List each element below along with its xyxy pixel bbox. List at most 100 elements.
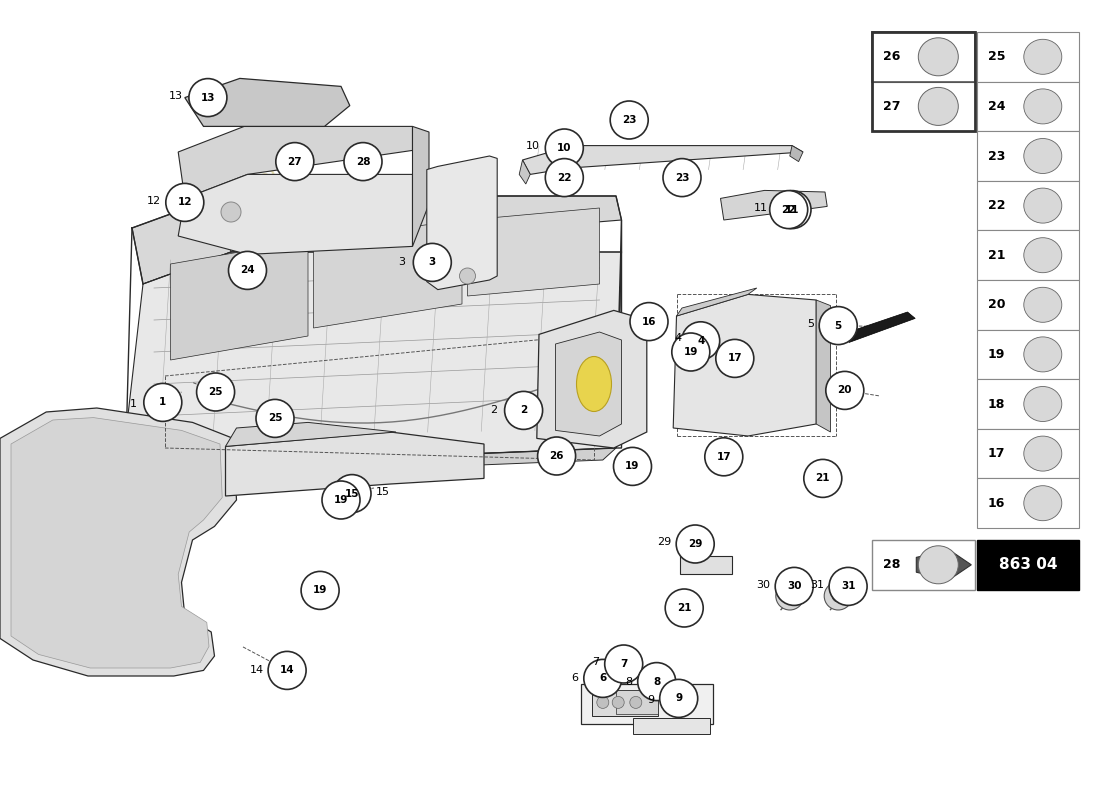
Polygon shape <box>581 684 713 724</box>
Text: 2: 2 <box>520 406 527 415</box>
Circle shape <box>584 659 621 698</box>
Circle shape <box>197 373 234 411</box>
Circle shape <box>776 582 804 610</box>
Text: 24: 24 <box>240 266 255 275</box>
Text: 17: 17 <box>727 354 742 363</box>
Text: 25: 25 <box>208 387 223 397</box>
Circle shape <box>804 459 842 498</box>
Text: 3: 3 <box>429 258 436 267</box>
Polygon shape <box>632 718 710 734</box>
Circle shape <box>301 571 339 610</box>
Ellipse shape <box>1024 138 1062 174</box>
Polygon shape <box>468 208 600 296</box>
Circle shape <box>538 437 575 475</box>
Circle shape <box>705 438 742 476</box>
Ellipse shape <box>1024 287 1062 322</box>
Polygon shape <box>977 330 1079 379</box>
Circle shape <box>344 142 382 181</box>
Ellipse shape <box>576 357 612 411</box>
Text: 11: 11 <box>784 205 800 214</box>
Polygon shape <box>916 550 971 580</box>
Polygon shape <box>977 429 1079 478</box>
Text: 6: 6 <box>600 674 606 683</box>
Ellipse shape <box>918 546 958 584</box>
Circle shape <box>663 158 701 197</box>
Circle shape <box>414 243 451 282</box>
Polygon shape <box>977 478 1079 528</box>
Polygon shape <box>556 332 622 436</box>
Text: 21: 21 <box>988 249 1005 262</box>
Polygon shape <box>816 300 831 432</box>
Circle shape <box>716 339 754 378</box>
Ellipse shape <box>1024 39 1062 74</box>
Polygon shape <box>977 230 1079 280</box>
Circle shape <box>229 251 266 290</box>
Polygon shape <box>185 78 350 126</box>
Ellipse shape <box>1024 486 1062 521</box>
Circle shape <box>770 190 807 229</box>
Text: 31: 31 <box>840 582 856 591</box>
Circle shape <box>221 202 241 222</box>
Polygon shape <box>673 294 816 436</box>
Text: 17: 17 <box>988 447 1005 460</box>
Circle shape <box>824 582 852 610</box>
Circle shape <box>676 525 714 563</box>
Polygon shape <box>616 220 622 448</box>
Text: 9: 9 <box>648 695 654 705</box>
Text: 24: 24 <box>988 100 1005 113</box>
Text: 30: 30 <box>756 580 770 590</box>
Circle shape <box>189 78 227 117</box>
Polygon shape <box>872 82 975 131</box>
Polygon shape <box>519 160 530 184</box>
Ellipse shape <box>1024 238 1062 273</box>
Text: 23: 23 <box>621 115 637 125</box>
Text: 26: 26 <box>549 451 564 461</box>
Polygon shape <box>842 312 915 342</box>
Text: 3: 3 <box>398 258 405 267</box>
Text: 7: 7 <box>620 659 627 669</box>
Circle shape <box>829 567 867 606</box>
Circle shape <box>672 333 710 371</box>
Text: 15: 15 <box>344 489 360 498</box>
Text: 11: 11 <box>754 203 768 213</box>
Polygon shape <box>226 422 396 446</box>
Circle shape <box>638 662 675 701</box>
Circle shape <box>333 474 371 513</box>
Polygon shape <box>178 126 412 198</box>
Text: 10: 10 <box>557 143 572 153</box>
Polygon shape <box>872 32 975 82</box>
Polygon shape <box>116 428 616 476</box>
Text: 20: 20 <box>988 298 1005 311</box>
Text: 21: 21 <box>676 603 692 613</box>
Polygon shape <box>790 146 803 162</box>
Polygon shape <box>0 408 236 676</box>
Circle shape <box>597 696 608 709</box>
Circle shape <box>613 696 624 709</box>
Circle shape <box>144 383 182 422</box>
Text: 26: 26 <box>883 50 901 63</box>
Text: 19: 19 <box>312 586 328 595</box>
Circle shape <box>256 399 294 438</box>
Polygon shape <box>676 288 757 316</box>
Polygon shape <box>11 418 222 668</box>
Circle shape <box>276 142 314 181</box>
Polygon shape <box>132 196 622 284</box>
Polygon shape <box>226 432 484 496</box>
Text: 14: 14 <box>279 666 295 675</box>
Polygon shape <box>977 32 1079 82</box>
Polygon shape <box>412 126 429 246</box>
Circle shape <box>546 129 583 167</box>
Text: 2: 2 <box>491 406 497 415</box>
Ellipse shape <box>1024 436 1062 471</box>
Ellipse shape <box>918 38 958 76</box>
Text: 30: 30 <box>786 582 802 591</box>
Circle shape <box>682 322 719 360</box>
Text: 14: 14 <box>250 666 264 675</box>
Text: 22: 22 <box>557 173 572 182</box>
Polygon shape <box>170 240 308 360</box>
Circle shape <box>630 696 641 709</box>
Polygon shape <box>178 174 412 254</box>
Circle shape <box>666 589 703 627</box>
Polygon shape <box>680 556 732 574</box>
Text: 27: 27 <box>287 157 303 166</box>
